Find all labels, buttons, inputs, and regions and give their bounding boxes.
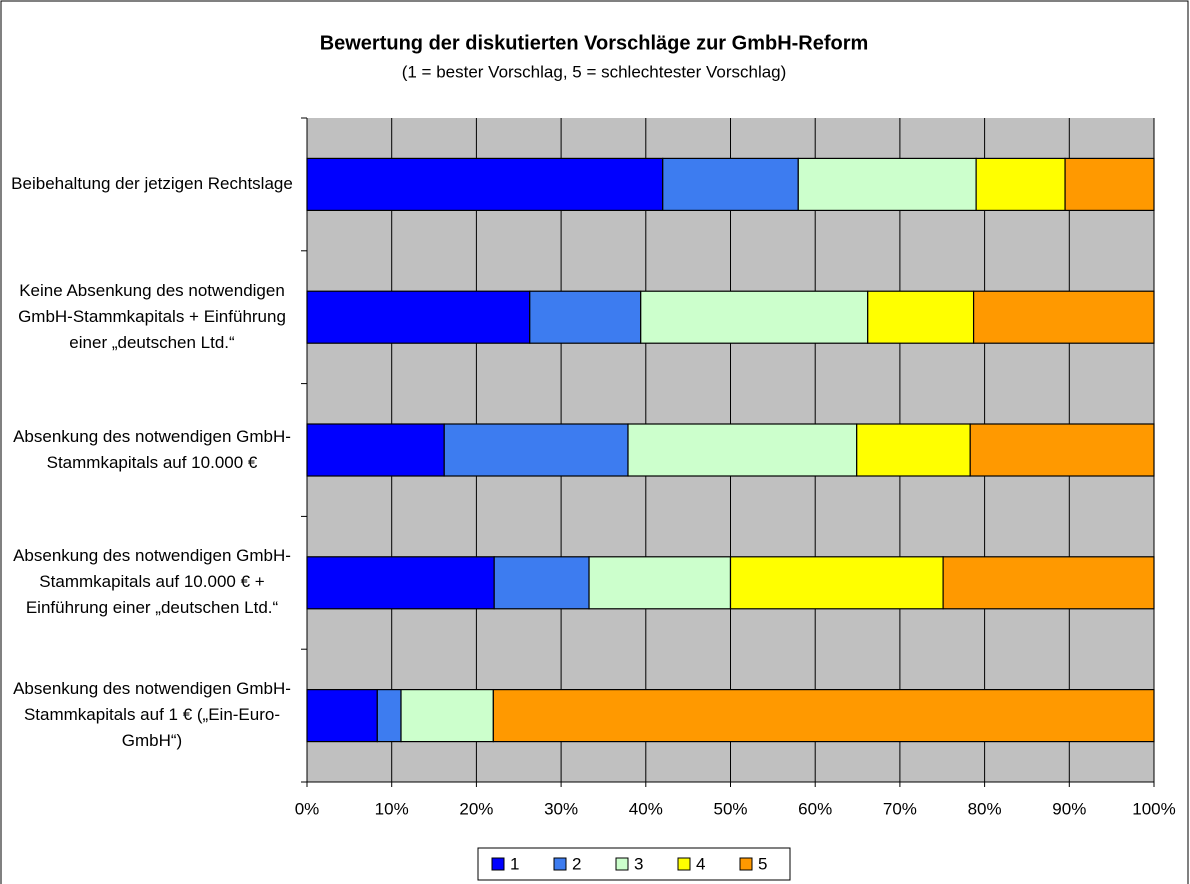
bar-segment [492, 688, 1155, 743]
x-tick-label: 40% [629, 799, 663, 818]
chart-subtitle: (1 = bester Vorschlag, 5 = schlechtester… [402, 62, 787, 81]
bar-segment [662, 157, 799, 211]
bar-segment [306, 423, 445, 477]
x-tick-label: 50% [713, 799, 747, 818]
bar-segment [376, 688, 402, 743]
bar-segment [969, 423, 1155, 477]
bar-segment [867, 290, 975, 344]
bar-segment [942, 556, 1155, 610]
legend-swatch [739, 857, 753, 871]
bar-segment [1064, 157, 1155, 211]
bar-segment [588, 556, 732, 610]
bar-segment [493, 556, 590, 610]
x-tick-label: 70% [883, 799, 917, 818]
chart-title: Bewertung der diskutierten Vorschläge zu… [320, 32, 869, 54]
bar-segment [972, 290, 1155, 344]
legend-label: 1 [510, 854, 519, 873]
legend-label: 3 [634, 854, 643, 873]
legend-swatch [615, 857, 629, 871]
x-tick-label: 80% [968, 799, 1002, 818]
y-tick-label: Absenkung des notwendigen GmbH-Stammkapi… [13, 679, 291, 751]
bar-segment [640, 290, 869, 344]
bar-segment [443, 423, 629, 477]
x-tick-label: 20% [459, 799, 493, 818]
bar-segment [529, 290, 642, 344]
legend-label: 5 [758, 854, 767, 873]
legend-box [477, 847, 791, 881]
y-tick-label: Keine Absenkung des notwendigen GmbH-Sta… [18, 280, 286, 352]
bar-segment [306, 688, 378, 743]
bar-segment [797, 157, 977, 211]
bar-segment [856, 423, 971, 477]
legend-swatch [491, 857, 505, 871]
bar-segment [306, 157, 664, 211]
x-tick-label: 100% [1132, 799, 1175, 818]
bar-segment [306, 290, 531, 344]
y-tick-label: Absenkung des notwendigen GmbH-Stammkapi… [13, 546, 291, 618]
x-tick-label: 30% [544, 799, 578, 818]
bar-segment [306, 556, 495, 610]
bar-segment [729, 556, 944, 610]
x-tick-label: 0% [295, 799, 320, 818]
y-tick-label: Beibehaltung der jetzigen Rechtslage [11, 174, 293, 193]
legend-label: 2 [572, 854, 581, 873]
y-tick-label: Absenkung des notwendigen GmbH-Stammkapi… [13, 426, 291, 472]
bar-segment [627, 423, 858, 477]
legend-label: 4 [696, 854, 705, 873]
legend-swatch [553, 857, 567, 871]
bar-segment [400, 688, 494, 743]
x-tick-label: 60% [798, 799, 832, 818]
x-tick-label: 90% [1052, 799, 1086, 818]
legend-swatch [677, 857, 691, 871]
x-tick-label: 10% [375, 799, 409, 818]
bar-segment [975, 157, 1066, 211]
